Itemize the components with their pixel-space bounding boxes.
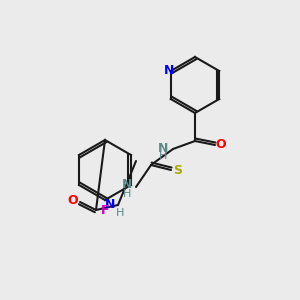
Text: H: H — [116, 208, 124, 218]
Text: N: N — [122, 178, 132, 191]
Text: H: H — [159, 151, 167, 161]
Text: N: N — [105, 197, 115, 211]
Text: N: N — [164, 64, 174, 76]
Text: O: O — [68, 194, 78, 208]
Text: N: N — [158, 142, 168, 154]
Text: H: H — [123, 189, 131, 199]
Text: O: O — [216, 139, 226, 152]
Text: S: S — [173, 164, 182, 176]
Text: F: F — [101, 203, 109, 217]
